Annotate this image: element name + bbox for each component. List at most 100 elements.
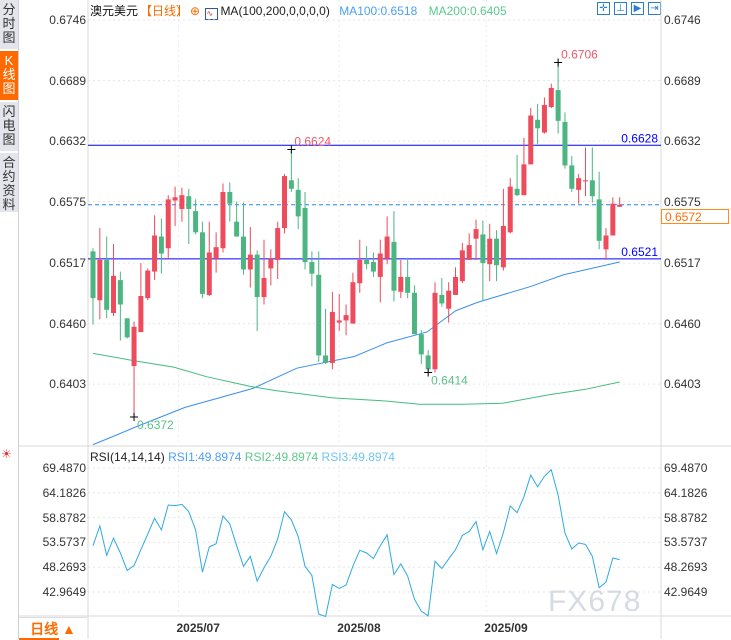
candle [453, 267, 459, 295]
candle-body [411, 292, 417, 335]
symbol-name: 澳元美元 [90, 4, 139, 18]
candle-body [206, 252, 212, 295]
candle [589, 147, 595, 203]
price-tick-label-right: 0.6632 [664, 134, 701, 149]
candle [535, 103, 541, 145]
rsi-tick-label-left: 69.4870 [42, 461, 86, 475]
level-label: 0.6628 [621, 131, 658, 145]
candle [268, 249, 274, 286]
candle [97, 228, 103, 320]
candle [282, 173, 288, 234]
candle-body [466, 245, 472, 260]
candle-body [459, 250, 465, 282]
play-icon[interactable]: ▶ [631, 2, 644, 15]
candle-body [541, 104, 547, 133]
sidebar-item-timeshare[interactable]: 分时图 [0, 0, 18, 50]
rsi1-value: RSI1:49.8974 [168, 450, 242, 464]
candle-body [329, 311, 335, 363]
date-tick-label: 2025/08 [337, 621, 381, 635]
extreme-label: 0.6624 [294, 135, 331, 149]
candle-body [418, 334, 424, 355]
candle-body [364, 259, 370, 265]
candle-body [439, 294, 445, 304]
rsi-tick-label-left: 58.8782 [42, 510, 86, 525]
candle [288, 149, 294, 192]
rsi-settings-icon[interactable]: ☀ [1, 447, 12, 461]
candle-body [316, 274, 322, 356]
candle-body [288, 180, 294, 189]
candle-body [323, 355, 329, 363]
candle [384, 216, 390, 265]
candle-body [350, 282, 356, 324]
candle-body [596, 199, 602, 241]
candle [514, 154, 520, 197]
candle-body [569, 165, 575, 189]
candle [138, 263, 144, 333]
price-tick-label-left: 0.6460 [49, 316, 86, 331]
rsi-tick-label-right: 42.9649 [664, 585, 708, 600]
candle [131, 321, 137, 418]
candle-body [117, 280, 123, 305]
candle [548, 83, 554, 109]
candle [377, 239, 383, 303]
candle-body [610, 203, 616, 236]
candle-body [131, 326, 137, 367]
rsi-tick-label-right: 58.8782 [664, 510, 708, 525]
candle-body [90, 251, 96, 299]
candle-body [405, 276, 411, 293]
extreme-marker [287, 145, 296, 154]
candle [487, 223, 493, 282]
candle [541, 97, 547, 134]
candle [603, 228, 609, 260]
measure-icon[interactable]: ⊥ [614, 2, 627, 15]
level-label: 0.6521 [621, 245, 658, 259]
candle [370, 252, 376, 277]
candle [350, 272, 356, 324]
candle-body [138, 296, 144, 333]
candle [528, 108, 534, 165]
sidebar-item-flash[interactable]: 闪电图 [0, 102, 18, 152]
period-button[interactable]: 日线 ▲ [19, 617, 87, 640]
price-tick-label-right: 0.6575 [664, 194, 701, 209]
candle-body [617, 204, 623, 207]
candle-body [521, 164, 527, 196]
sidebar-item-contract-info[interactable]: 合约资料 [0, 153, 18, 213]
extreme-marker [554, 58, 563, 67]
candle [261, 239, 267, 305]
candle [473, 219, 479, 260]
ma-indicator-icon[interactable]: ∿ [205, 8, 219, 20]
candle-body [576, 178, 582, 190]
candle [179, 187, 185, 222]
candle-body [213, 247, 219, 259]
add-indicator-icon[interactable]: ⊕ [190, 4, 201, 18]
candle [145, 268, 151, 301]
candle-body [453, 276, 459, 295]
candle [254, 250, 260, 332]
sidebar-item-kline[interactable]: K线图 [0, 51, 18, 101]
rsi-tick-label-left: 64.1826 [42, 485, 86, 500]
candle [562, 112, 568, 169]
period-label[interactable]: 【日线】 [140, 4, 189, 18]
candle-body [104, 259, 110, 310]
candle [158, 218, 164, 274]
candle [295, 178, 301, 230]
candle-body [302, 207, 308, 263]
candle [117, 271, 123, 341]
date-tick-label: 2025/09 [484, 621, 528, 635]
candle [111, 243, 117, 317]
candle [439, 277, 445, 307]
chart-header: 澳元美元 【日线】 ⊕ ∿ MA(100,200,0,0,0,0) MA100:0.6… [90, 2, 509, 20]
candle [610, 197, 616, 236]
candle [500, 188, 506, 271]
crosshair-icon[interactable]: ✛ [597, 2, 610, 15]
candle-body [158, 236, 164, 254]
candle [220, 183, 226, 253]
rsi-tick-label-right: 64.1826 [664, 485, 708, 500]
candle-body [377, 253, 383, 277]
candle [343, 304, 349, 336]
extreme-label: 0.6414 [431, 373, 468, 387]
candle-body [487, 238, 493, 265]
extreme-label: 0.6372 [137, 418, 174, 432]
candle [309, 251, 315, 287]
